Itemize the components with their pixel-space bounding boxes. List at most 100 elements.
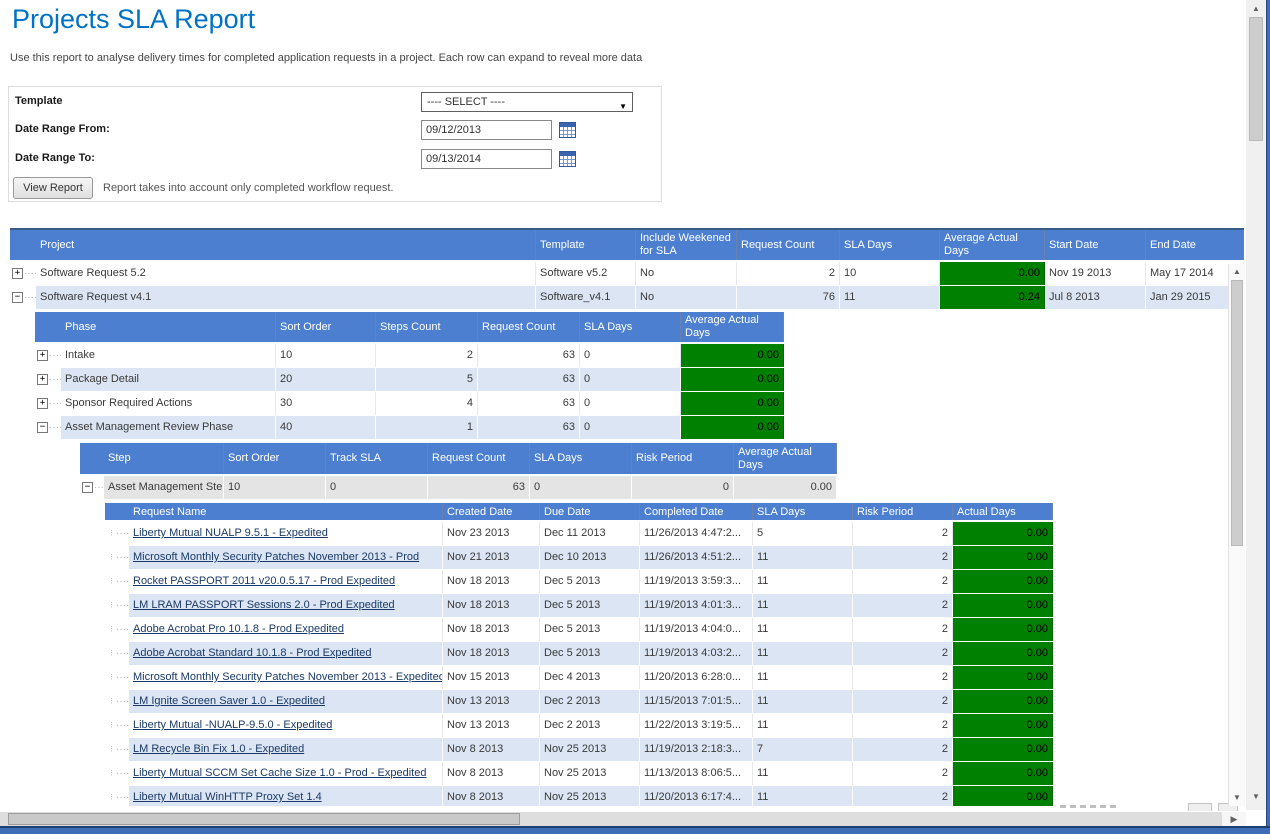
request-header-completed: Completed Date	[640, 503, 753, 520]
request-table-row: ⋮ ···· Rocket PASSPORT 2011 v20.0.5.17 - P…	[105, 570, 1244, 593]
request-header-risk_period: Risk Period	[853, 503, 953, 520]
request-cell-name: Liberty Mutual NUALP 9.5.1 - Expedited	[129, 522, 443, 545]
step-table: Step Sort Order Track SLA Request Count SLA …	[80, 443, 1244, 499]
request-cell-due: Nov 25 2013	[540, 738, 640, 761]
request-link[interactable]: Microsoft Monthly Security Patches Novem…	[133, 551, 420, 563]
phase-cell-phase: Package Detail	[61, 368, 276, 391]
tree-dots-icon: ····	[116, 792, 129, 803]
expand-icon[interactable]: +	[37, 374, 48, 385]
request-cell-completed: 11/19/2013 4:03:2...	[640, 642, 753, 665]
request-cell-completed: 11/13/2013 8:06:5...	[640, 762, 753, 785]
report-vertical-scrollbar[interactable]: ▲ ▼	[1228, 264, 1245, 806]
project-header-avg_actual_days: Average Actual Days	[940, 230, 1045, 260]
request-link[interactable]: Microsoft Monthly Security Patches Novem…	[133, 671, 443, 683]
expand-cell: −····	[35, 416, 61, 439]
request-cell-name: Rocket PASSPORT 2011 v20.0.5.17 - Prod E…	[129, 570, 443, 593]
request-link[interactable]: Adobe Acrobat Standard 10.1.8 - Prod Exp…	[133, 647, 372, 659]
phase-cell-steps_count: 2	[376, 344, 478, 367]
request-cell-sla_days: 7	[753, 738, 853, 761]
request-link[interactable]: Rocket PASSPORT 2011 v20.0.5.17 - Prod E…	[133, 575, 396, 587]
tree-dots-icon: ····	[49, 350, 61, 361]
project-header-expand-column	[10, 230, 36, 260]
phase-cell-phase: Sponsor Required Actions	[61, 392, 276, 415]
request-link[interactable]: Liberty Mutual -NUALP-9.5.0 - Expedited	[133, 719, 333, 731]
request-cell-risk_period: 2	[853, 738, 953, 761]
request-cell-actual_days: 0.00	[953, 786, 1053, 806]
browser-scrollbar-thumb[interactable]	[1249, 17, 1263, 141]
project-header-end_date: End Date	[1146, 230, 1244, 260]
horizontal-scrollbar-thumb[interactable]	[8, 813, 520, 825]
expand-icon[interactable]: +	[37, 350, 48, 361]
request-cell-sla_days: 11	[753, 786, 853, 806]
scroll-down-icon[interactable]: ▼	[1233, 793, 1241, 802]
browser-vertical-scrollbar[interactable]: ▲ ▼	[1246, 0, 1266, 810]
view-report-button[interactable]: View Report	[13, 177, 93, 199]
request-cell-name: Adobe Acrobat Standard 10.1.8 - Prod Exp…	[129, 642, 443, 665]
calendar-icon[interactable]	[559, 122, 576, 138]
tree-leaf-cell: ⋮ ····	[105, 714, 129, 737]
request-link[interactable]: LM LRAM PASSPORT Sessions 2.0 - Prod Exp…	[133, 599, 395, 611]
expand-cell: + ····	[35, 368, 61, 391]
report-scrollbar-thumb[interactable]	[1231, 280, 1243, 546]
phase-cell-sla_days: 0	[580, 416, 681, 439]
project-cell-request_count: 76	[737, 286, 840, 309]
project-cell-template: Software_v4.1	[536, 286, 636, 309]
request-table-row: ⋮ ···· Liberty Mutual NUALP 9.5.1 - Expedi…	[105, 522, 1244, 545]
calendar-icon[interactable]	[559, 151, 576, 167]
request-cell-risk_period: 2	[853, 666, 953, 689]
tree-dots-icon: ····	[116, 672, 129, 683]
project-header-start_date: Start Date	[1045, 230, 1146, 260]
horizontal-scrollbar[interactable]: ▶	[0, 812, 1246, 826]
phase-cell-sort_order: 30	[276, 392, 376, 415]
report-note: Report takes into account only completed…	[103, 182, 394, 194]
phase-cell-avg_actual_days: 0.00	[681, 416, 784, 439]
expand-icon[interactable]: +	[12, 268, 23, 279]
collapse-icon[interactable]: −	[37, 422, 48, 433]
request-cell-created: Nov 13 2013	[443, 690, 540, 713]
sla-report-grid: Project Template Include Weekened for SLA R…	[10, 228, 1244, 806]
request-cell-actual_days: 0.00	[953, 690, 1053, 713]
request-link[interactable]: Adobe Acrobat Pro 10.1.8 - Prod Expedite…	[133, 623, 344, 635]
request-cell-due: Dec 11 2013	[540, 522, 640, 545]
collapse-icon[interactable]: −	[82, 482, 93, 493]
step-header-request_count: Request Count	[428, 443, 530, 474]
request-link[interactable]: Liberty Mutual SCCM Set Cache Size 1.0 -…	[133, 767, 427, 779]
project-cell-project: Software Request v4.1	[36, 286, 536, 309]
request-cell-created: Nov 13 2013	[443, 714, 540, 737]
request-cell-sla_days: 11	[753, 666, 853, 689]
tree-dots-icon: ····	[49, 422, 61, 433]
request-link[interactable]: Liberty Mutual NUALP 9.5.1 - Expedited	[133, 527, 328, 539]
date-to-input[interactable]	[421, 149, 552, 169]
project-header-request_count: Request Count	[737, 230, 840, 260]
tree-dots-icon: ····	[49, 398, 61, 409]
tree-leaf-cell: ⋮ ····	[105, 786, 129, 806]
tree-dots-icon: ····	[116, 624, 129, 635]
project-cell-project: Software Request 5.2	[36, 262, 536, 285]
phase-table-header: Phase Sort Order Steps Count Request Count S…	[35, 312, 1244, 342]
collapse-icon[interactable]: −	[12, 292, 23, 303]
phase-cell-phase: Asset Management Review Phase	[61, 416, 276, 439]
request-cell-name: Adobe Acrobat Pro 10.1.8 - Prod Expedite…	[129, 618, 443, 641]
request-link[interactable]: LM Ignite Screen Saver 1.0 - Expedited	[133, 695, 325, 707]
phase-cell-request_count: 63	[478, 392, 580, 415]
project-header-include_weekend: Include Weekened for SLA	[636, 230, 737, 260]
request-cell-risk_period: 2	[853, 714, 953, 737]
request-table-row: ⋮ ···· Adobe Acrobat Standard 10.1.8 - Pro…	[105, 642, 1244, 665]
tree-dots-icon: ····	[94, 482, 104, 493]
project-cell-avg_actual_days: 0.00	[940, 262, 1045, 285]
request-cell-completed: 11/19/2013 4:04:0...	[640, 618, 753, 641]
request-link[interactable]: LM Recycle Bin Fix 1.0 - Expedited	[133, 743, 305, 755]
phase-header-sla_days: SLA Days	[580, 312, 681, 342]
request-link[interactable]: Liberty Mutual WinHTTP Proxy Set 1.4	[133, 791, 322, 803]
project-table: Project Template Include Weekened for SLA R…	[10, 228, 1244, 309]
scroll-up-icon[interactable]: ▲	[1233, 267, 1241, 276]
step-header-risk_period: Risk Period	[632, 443, 734, 474]
request-cell-risk_period: 2	[853, 594, 953, 617]
scroll-up-icon[interactable]: ▲	[1252, 4, 1260, 13]
expand-icon[interactable]: +	[37, 398, 48, 409]
scroll-down-icon[interactable]: ▼	[1252, 792, 1260, 801]
scroll-right-button[interactable]: ▶	[1222, 812, 1246, 826]
template-select[interactable]: ---- SELECT ---- ▼	[421, 92, 633, 112]
request-cell-actual_days: 0.00	[953, 570, 1053, 593]
date-from-input[interactable]	[421, 120, 552, 140]
